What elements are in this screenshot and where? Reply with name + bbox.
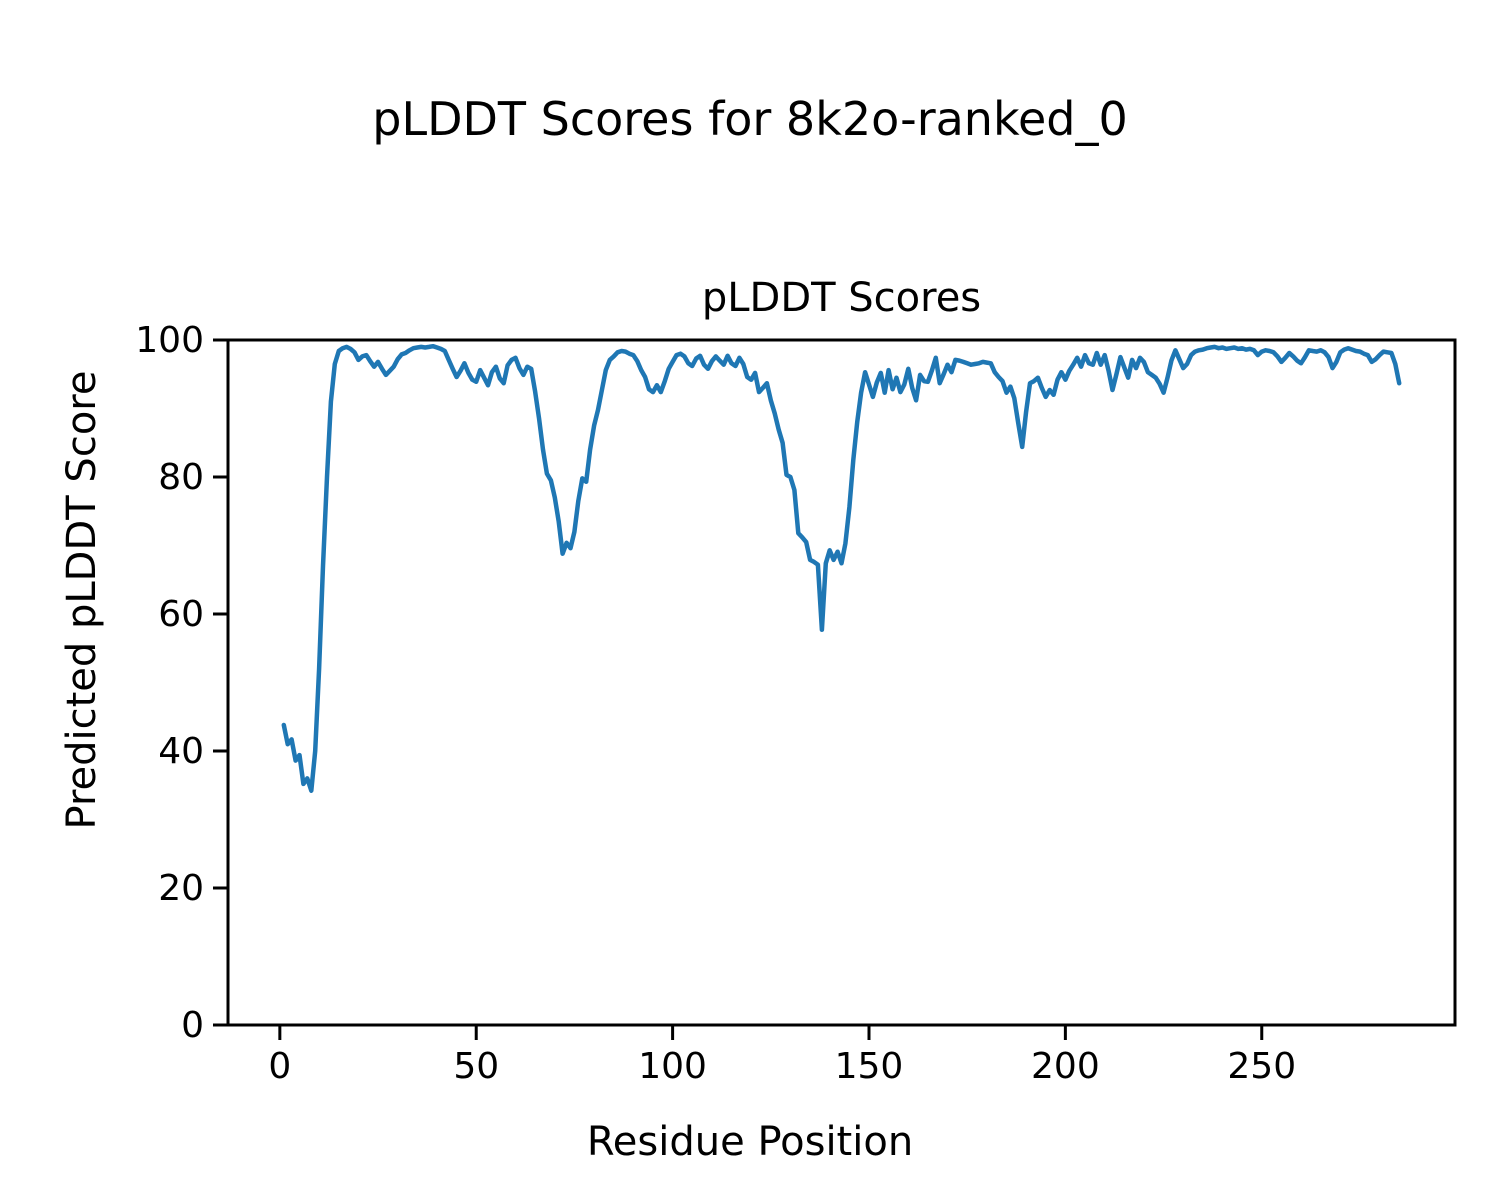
plot-spines (226, 338, 1457, 1027)
x-tick-label: 250 (1227, 1046, 1296, 1087)
plddt-line (281, 343, 1402, 793)
figure-suptitle: pLDDT Scores for 8k2o-ranked_0 (372, 92, 1128, 146)
y-tick-label: 80 (158, 457, 204, 498)
y-tick-label: 0 (181, 1005, 204, 1046)
y-tick-label: 20 (158, 868, 204, 909)
x-axis-label: Residue Position (586, 1119, 914, 1165)
y-tick-label: 60 (158, 594, 204, 635)
y-axis-label: Predicted pLDDT Score (59, 370, 105, 830)
x-tick-label: 150 (835, 1046, 904, 1087)
x-tick-label: 0 (268, 1046, 291, 1087)
x-tick-label: 200 (1031, 1046, 1100, 1087)
x-tick-label: 50 (453, 1046, 499, 1087)
x-tick-label: 100 (638, 1046, 707, 1087)
y-tick-label: 100 (135, 320, 204, 361)
axes-title: pLDDT Scores (701, 275, 982, 321)
y-tick-label: 40 (158, 731, 204, 772)
